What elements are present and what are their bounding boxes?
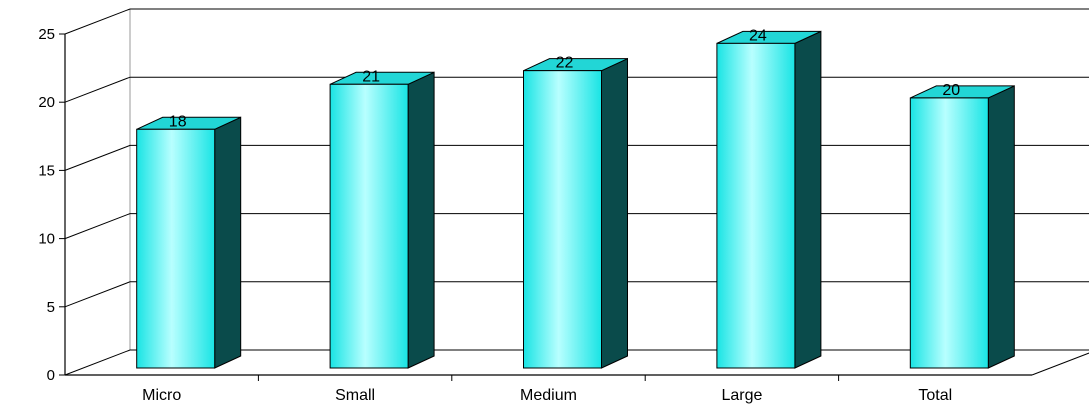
- x-axis-labels: Micro Small Medium Large Total: [142, 375, 952, 404]
- bar-side: [214, 116, 242, 369]
- data-label: 21: [362, 68, 380, 85]
- bar-side: [987, 85, 1015, 369]
- x-tick-label: Micro: [142, 387, 181, 404]
- bar-front: [523, 70, 602, 369]
- y-tick-label: 10: [38, 231, 55, 248]
- data-label: 24: [749, 27, 767, 44]
- x-tick-label: Large: [721, 387, 762, 404]
- bar-side: [601, 57, 628, 369]
- bars: [136, 30, 1015, 369]
- data-label: 18: [169, 113, 187, 130]
- x-tick-label: Small: [335, 387, 375, 404]
- bar-large: [716, 30, 822, 369]
- bar-micro: [136, 116, 242, 369]
- data-label: 20: [942, 82, 960, 99]
- y-tick-label: 20: [38, 94, 55, 111]
- bar-front: [329, 83, 409, 369]
- data-labels: 18 21 22 24 20: [169, 27, 960, 130]
- data-label: 22: [556, 55, 574, 72]
- bar-side: [794, 30, 822, 369]
- bar-front: [909, 97, 989, 369]
- gridline: [64, 8, 1089, 35]
- bar-front: [136, 128, 216, 369]
- x-tick-label: Medium: [520, 387, 577, 404]
- y-tick-label: 15: [38, 162, 55, 179]
- bar-total: [909, 85, 1015, 369]
- bar-small: [329, 71, 435, 369]
- bar-side: [407, 71, 435, 369]
- y-axis-ticks: 0 5 10 15 20 25: [38, 26, 65, 384]
- y-tick-label: 25: [38, 26, 55, 43]
- bar-front: [716, 42, 796, 369]
- bar-medium: [523, 57, 628, 369]
- y-tick-label: 5: [47, 299, 55, 316]
- x-tick-label: Total: [918, 387, 952, 404]
- y-tick-label: 0: [47, 367, 55, 384]
